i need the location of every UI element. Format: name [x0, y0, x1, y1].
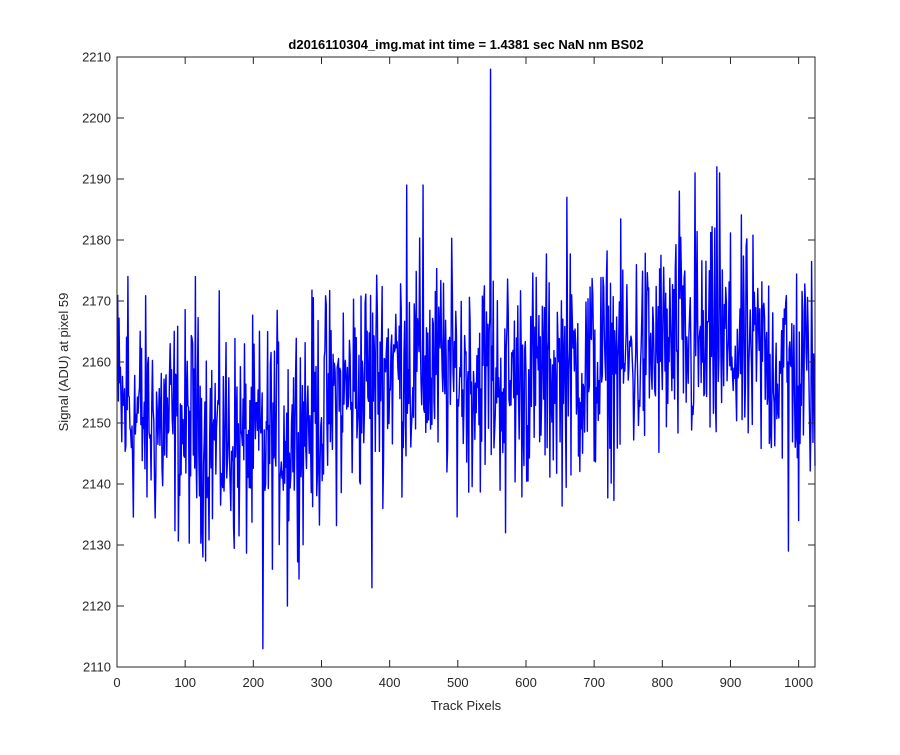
x-tick-label: 500 — [447, 675, 469, 690]
y-axis-label: Signal (ADU) at pixel 59 — [56, 293, 71, 432]
y-tick-label: 2120 — [82, 599, 111, 614]
y-tick-label: 2170 — [82, 294, 111, 309]
x-tick-label: 800 — [651, 675, 673, 690]
x-tick-label: 1000 — [784, 675, 813, 690]
y-tick-label: 2160 — [82, 355, 111, 370]
x-tick-label: 0 — [113, 675, 120, 690]
x-axis: 0 100 200 300 400 500 600 700 800 900 1000 — [113, 57, 813, 690]
y-tick-label: 2200 — [82, 111, 111, 126]
x-tick-label: 200 — [242, 675, 264, 690]
y-tick-label: 2130 — [82, 538, 111, 553]
y-axis: 2110 2120 2130 2140 2150 2160 2170 2180 2190 2200… — [82, 50, 815, 675]
x-tick-label: 600 — [515, 675, 537, 690]
x-axis-label: Track Pixels — [431, 698, 502, 713]
y-tick-label: 2190 — [82, 172, 111, 187]
signal-series-line — [116, 68, 816, 650]
y-tick-label: 2140 — [82, 477, 111, 492]
y-tick-label: 2110 — [83, 660, 111, 675]
series-layer — [116, 68, 816, 650]
chart-title: d2016110304_img.mat int time = 1.4381 se… — [288, 37, 643, 52]
y-tick-label: 2210 — [82, 50, 111, 65]
x-tick-label: 100 — [174, 675, 196, 690]
x-tick-label: 700 — [583, 675, 605, 690]
x-tick-label: 900 — [720, 675, 742, 690]
x-tick-label: 300 — [311, 675, 333, 690]
x-tick-label: 400 — [379, 675, 401, 690]
y-tick-label: 2180 — [82, 233, 111, 248]
y-tick-label: 2150 — [82, 416, 111, 431]
